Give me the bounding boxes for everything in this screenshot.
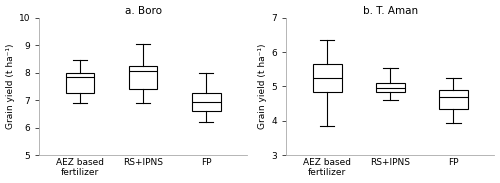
- PathPatch shape: [129, 66, 158, 89]
- Y-axis label: Grain yield (t ha⁻¹): Grain yield (t ha⁻¹): [6, 44, 15, 129]
- PathPatch shape: [313, 64, 342, 92]
- PathPatch shape: [192, 93, 220, 111]
- Y-axis label: Grain yield (t ha⁻¹): Grain yield (t ha⁻¹): [258, 44, 268, 129]
- PathPatch shape: [66, 73, 94, 93]
- Title: b. T. Aman: b. T. Aman: [363, 5, 418, 16]
- Title: a. Boro: a. Boro: [125, 5, 162, 16]
- PathPatch shape: [376, 83, 404, 92]
- PathPatch shape: [440, 90, 468, 109]
